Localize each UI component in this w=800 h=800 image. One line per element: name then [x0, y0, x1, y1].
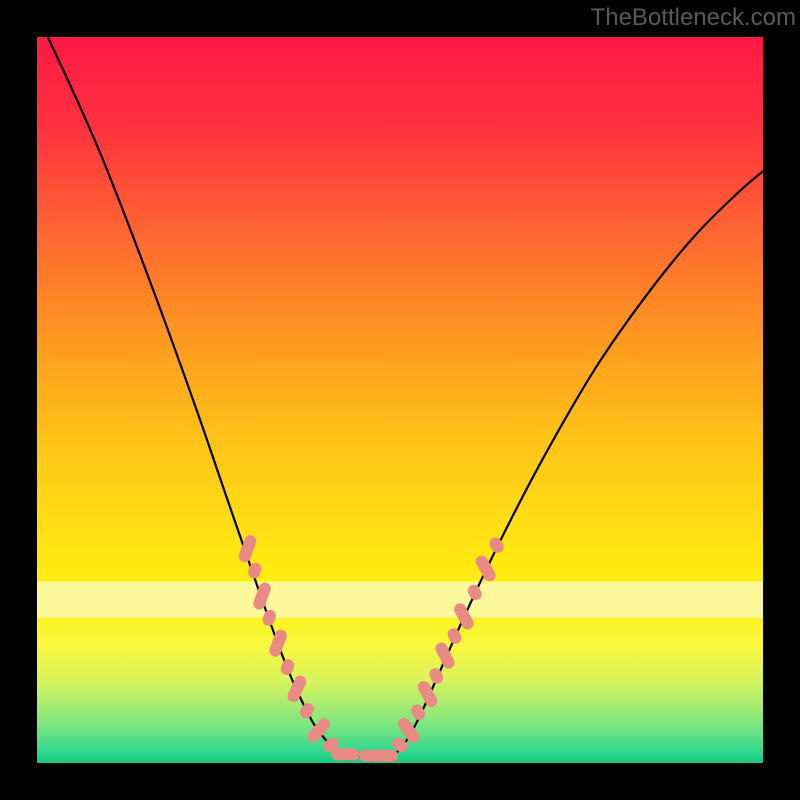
watermark-label: TheBottleneck.com: [591, 4, 796, 32]
chart-svg: [37, 37, 763, 763]
plot-area: [37, 37, 763, 763]
marker-bottom: [332, 748, 360, 760]
pale-yellow-band: [37, 582, 763, 618]
gradient-background: [37, 37, 763, 763]
figure-root: TheBottleneck.com: [0, 0, 800, 800]
marker-bottom: [370, 750, 398, 762]
